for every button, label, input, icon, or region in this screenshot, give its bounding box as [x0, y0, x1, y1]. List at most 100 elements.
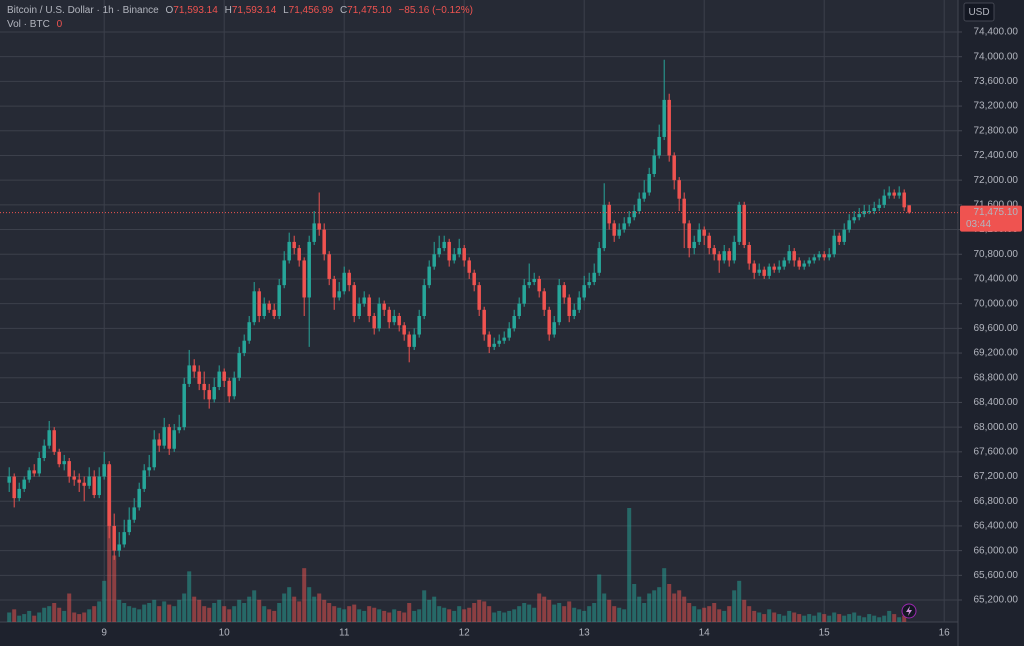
volume-bar [377, 609, 382, 622]
x-tick-label: 10 [219, 628, 231, 639]
y-tick-label: 66,400.00 [974, 521, 1019, 532]
volume-bar [87, 609, 92, 622]
candle-body [92, 476, 96, 496]
y-tick-label: 65,200.00 [974, 595, 1019, 606]
candle-body [392, 316, 396, 323]
volume-bar [242, 603, 247, 622]
low-label: L [283, 5, 289, 16]
volume-bar [452, 610, 457, 622]
candle-body [337, 291, 341, 298]
volume-bar [367, 606, 372, 622]
volume-bar [897, 617, 902, 622]
volume-bar [137, 609, 142, 622]
legend-line: Bitcoin / U.S. Dollar · 1h · Binance O71… [7, 5, 473, 16]
candle-body [907, 205, 911, 213]
candle-body [317, 223, 321, 230]
volume-bar [417, 609, 422, 622]
candle-body [877, 204, 881, 208]
countdown: 03:44 [966, 219, 991, 230]
candle-body [527, 282, 531, 286]
candle-body [27, 470, 31, 480]
volume-bar [717, 609, 722, 622]
volume-bar [757, 612, 762, 622]
volume-bar [847, 614, 852, 622]
candle-body [772, 266, 776, 270]
y-tick-label: 66,000.00 [974, 545, 1019, 556]
volume-bar [877, 617, 882, 622]
volume-bar [532, 607, 537, 622]
volume-bar [462, 609, 467, 622]
volume-bar [77, 614, 82, 622]
candle-body [152, 439, 156, 468]
volume-bar [842, 615, 847, 622]
candle-body [687, 223, 691, 249]
volume-bar [547, 599, 552, 622]
price-axis-panel [958, 0, 1024, 646]
volume-bar [72, 612, 77, 622]
candle-body [662, 99, 666, 137]
time-axis-panel [0, 622, 958, 646]
volume-bar [52, 603, 57, 622]
y-tick-label: 73,600.00 [974, 76, 1019, 87]
candle-body [752, 263, 756, 273]
volume-bar [432, 596, 437, 622]
candle-body [462, 248, 466, 261]
volume-bar [422, 590, 427, 622]
candle-body [312, 223, 316, 242]
currency-button[interactable]: USD [963, 2, 995, 22]
volume-bar [62, 610, 67, 622]
candle-body [62, 461, 66, 465]
volume-bar [722, 610, 727, 622]
candle-body [627, 217, 631, 224]
candle-body [187, 365, 191, 384]
candle-body [167, 427, 171, 449]
candle-body [642, 192, 646, 199]
alert-icon-bolt[interactable] [906, 606, 912, 616]
volume-bar [882, 615, 887, 622]
volume-bar [312, 596, 317, 622]
volume-bar [807, 614, 812, 622]
x-tick-label: 14 [699, 628, 711, 639]
candle-body [597, 248, 601, 273]
currency[interactable]: USD [968, 7, 989, 18]
candle-body [542, 291, 546, 310]
x-tick-label: 9 [101, 628, 107, 639]
volume-bar [742, 599, 747, 622]
alert-icon[interactable] [901, 603, 917, 619]
volume-bar [237, 599, 242, 622]
volume-bar [872, 615, 877, 622]
y-tick-label: 69,600.00 [974, 323, 1019, 334]
axes: 65,200.00 65,600.00 66,000.00 66,400.00 66,8… [0, 27, 1022, 639]
candle-body [502, 337, 506, 341]
y-tick-label: 72,800.00 [974, 125, 1019, 136]
candle-body [37, 458, 41, 474]
candle-body [207, 390, 211, 400]
volume-bar [67, 593, 72, 622]
candle-body [417, 316, 421, 335]
candle-body [842, 229, 846, 242]
volume-bar [477, 599, 482, 622]
volume-bar [827, 615, 832, 622]
candle-body [432, 254, 436, 267]
volume-bar [492, 612, 497, 622]
volume-bar [292, 596, 297, 622]
candle-body [57, 451, 61, 465]
candle-body [557, 285, 561, 323]
volume-bar [162, 601, 167, 622]
y-tick-label: 74,000.00 [974, 51, 1019, 62]
volume-bar [7, 612, 12, 622]
candle-body [827, 254, 831, 258]
volume-bar [252, 590, 257, 622]
candle-body [517, 303, 521, 317]
candle-body [412, 334, 416, 347]
volume-bar [537, 593, 542, 622]
x-tick-label: 12 [459, 628, 471, 639]
last-price-label: 71,475.10 [974, 207, 1019, 218]
volume-bar [217, 599, 222, 622]
candle-body [77, 479, 81, 483]
last-price-box [960, 205, 1022, 232]
volume-bar [457, 606, 462, 622]
candle-body [122, 532, 126, 545]
currency-button-box[interactable] [963, 2, 995, 22]
